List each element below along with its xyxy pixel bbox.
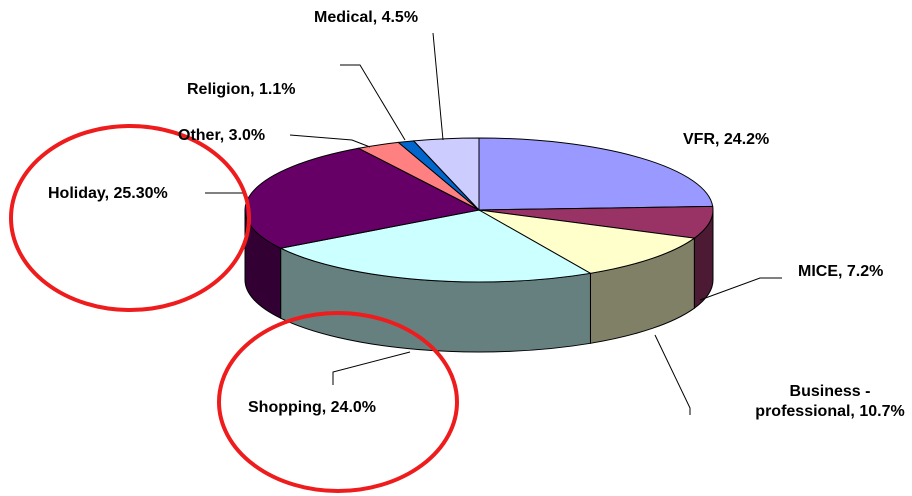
slice	[244, 147, 481, 249]
data-label: MICE, 7.2%	[798, 263, 884, 280]
slice	[478, 205, 714, 239]
data-label: VFR, 24.2%	[683, 131, 770, 148]
slice	[478, 209, 696, 274]
pie-top	[244, 137, 714, 283]
data-label: Shopping, 24.0%	[248, 399, 377, 416]
leader-line	[654, 334, 691, 415]
leader-line	[432, 32, 444, 141]
leader-line	[340, 64, 406, 141]
highlight-circle	[217, 311, 459, 493]
slice	[478, 137, 714, 211]
leader-line	[699, 277, 782, 301]
data-label: Holiday, 25.30%	[48, 185, 168, 202]
data-label: Medical, 4.5%	[314, 9, 419, 26]
slice	[279, 209, 592, 283]
leader-line	[289, 134, 371, 148]
leader-line	[332, 351, 411, 385]
data-label: Religion, 1.1%	[187, 81, 296, 98]
leader-line	[205, 192, 251, 213]
pie-sides	[244, 209, 714, 353]
slice	[412, 137, 480, 212]
highlight-circle	[9, 124, 251, 312]
data-label: Other, 3.0%	[178, 127, 266, 144]
data-label: Business - professional, 10.7%	[755, 383, 905, 420]
